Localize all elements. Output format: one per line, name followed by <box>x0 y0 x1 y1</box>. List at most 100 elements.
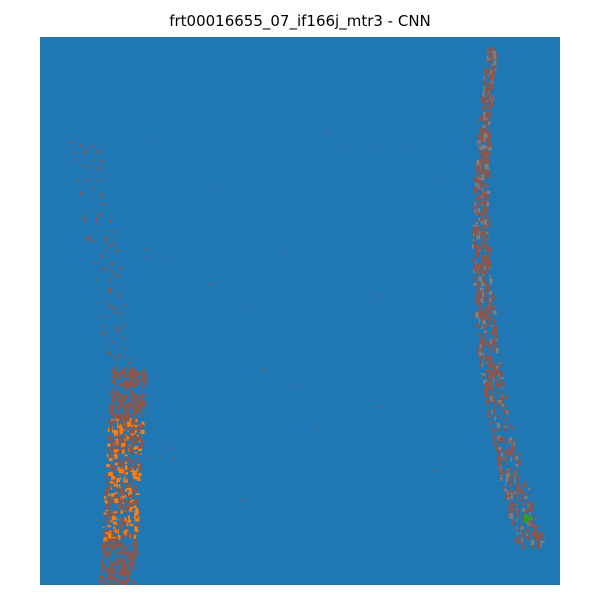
brown-class-pixel <box>120 383 124 387</box>
brown-class-pixel <box>505 413 507 419</box>
brown-class-pixel <box>479 359 481 363</box>
brown-class-pixel <box>491 329 495 333</box>
brown-class-pixel <box>125 511 128 514</box>
orange-class-pixel <box>136 468 139 472</box>
brown-class-pixel <box>108 420 112 424</box>
brown-class-pixel <box>127 414 129 417</box>
brown-class-pixel <box>125 426 128 430</box>
brown-class-pixel <box>137 465 139 470</box>
brown-class-pixel <box>83 181 86 183</box>
brown-class-pixel <box>478 203 481 205</box>
brown-class-pixel <box>117 460 121 466</box>
brown-class-pixel <box>104 515 107 518</box>
brown-class-pixel <box>480 318 485 322</box>
brown-class-pixel <box>80 145 83 147</box>
gray-class-pixel <box>525 533 528 536</box>
brown-class-pixel <box>115 440 117 443</box>
brown-class-pixel <box>111 263 114 266</box>
brown-class-pixel <box>96 166 98 169</box>
brown-class-pixel <box>473 239 476 244</box>
brown-class-pixel <box>93 186 95 189</box>
brown-class-pixel <box>125 387 128 390</box>
brown-class-pixel <box>160 456 163 458</box>
brown-class-pixel <box>139 390 141 392</box>
brown-class-pixel <box>491 65 494 67</box>
brown-class-pixel <box>102 161 104 165</box>
brown-class-pixel <box>109 551 112 553</box>
orange-class-pixel <box>133 447 135 450</box>
brown-class-pixel <box>126 494 129 497</box>
brown-class-pixel <box>492 323 495 326</box>
brown-class-pixel <box>110 454 114 457</box>
brown-class-pixel <box>123 408 125 411</box>
brown-class-pixel <box>482 206 486 213</box>
brown-class-pixel <box>80 193 82 197</box>
gray-class-pixel <box>506 410 509 415</box>
brown-class-pixel <box>124 408 126 410</box>
brown-class-pixel <box>512 446 516 451</box>
brown-class-pixel <box>481 375 484 379</box>
brown-class-pixel <box>109 219 111 223</box>
brown-class-pixel <box>135 406 140 409</box>
brown-class-pixel <box>476 172 479 174</box>
brown-class-pixel <box>109 554 111 556</box>
brown-class-pixel <box>504 439 507 442</box>
brown-class-pixel <box>491 392 494 396</box>
brown-class-pixel <box>483 242 487 249</box>
brown-class-pixel <box>114 537 116 542</box>
brown-class-pixel <box>116 394 120 396</box>
brown-class-pixel <box>111 486 114 488</box>
brown-class-pixel <box>490 100 494 107</box>
gray-class-pixel <box>486 200 489 206</box>
gray-class-pixel <box>489 274 492 278</box>
brown-class-pixel <box>531 537 535 540</box>
orange-class-pixel <box>138 473 142 476</box>
brown-class-pixel <box>128 536 132 539</box>
brown-class-pixel <box>526 500 529 503</box>
brown-class-pixel <box>486 296 489 301</box>
brown-class-pixel <box>494 399 497 403</box>
brown-class-pixel <box>121 324 124 327</box>
brown-class-pixel <box>315 428 317 430</box>
brown-class-pixel <box>113 413 117 416</box>
brown-class-pixel <box>118 396 122 401</box>
brown-class-pixel <box>124 551 127 556</box>
brown-class-pixel <box>472 230 474 235</box>
brown-class-pixel <box>130 438 133 443</box>
brown-class-pixel <box>504 397 507 401</box>
brown-class-pixel <box>116 558 120 563</box>
brown-class-pixel <box>509 422 511 426</box>
brown-class-pixel <box>516 536 520 542</box>
brown-class-pixel <box>515 527 518 532</box>
brown-class-pixel <box>122 412 125 416</box>
brown-class-pixel <box>509 486 511 492</box>
brown-class-pixel <box>130 555 132 559</box>
brown-class-pixel <box>130 392 135 398</box>
brown-class-pixel <box>501 392 505 394</box>
brown-class-pixel <box>126 334 128 337</box>
brown-class-pixel <box>109 352 112 355</box>
brown-class-pixel <box>486 413 488 416</box>
brown-class-pixel <box>487 393 490 398</box>
brown-class-pixel <box>110 565 112 570</box>
brown-class-pixel <box>141 370 144 372</box>
orange-class-pixel <box>124 438 127 442</box>
brown-class-pixel <box>132 383 136 388</box>
gray-class-pixel <box>530 539 535 545</box>
brown-class-pixel <box>123 396 128 399</box>
brown-class-pixel <box>138 471 140 474</box>
brown-class-pixel <box>486 258 490 262</box>
brown-class-pixel <box>87 164 90 167</box>
brown-class-pixel <box>124 471 126 474</box>
brown-class-pixel <box>488 93 492 96</box>
brown-class-pixel <box>120 316 122 319</box>
brown-class-pixel <box>129 478 133 481</box>
brown-class-pixel <box>520 531 525 535</box>
gray-class-pixel <box>540 542 542 547</box>
brown-class-pixel <box>108 453 112 458</box>
gray-class-pixel <box>510 492 513 495</box>
brown-class-pixel <box>120 500 124 505</box>
brown-class-pixel <box>113 467 117 472</box>
brown-class-pixel <box>509 432 511 434</box>
brown-class-pixel <box>119 549 123 555</box>
